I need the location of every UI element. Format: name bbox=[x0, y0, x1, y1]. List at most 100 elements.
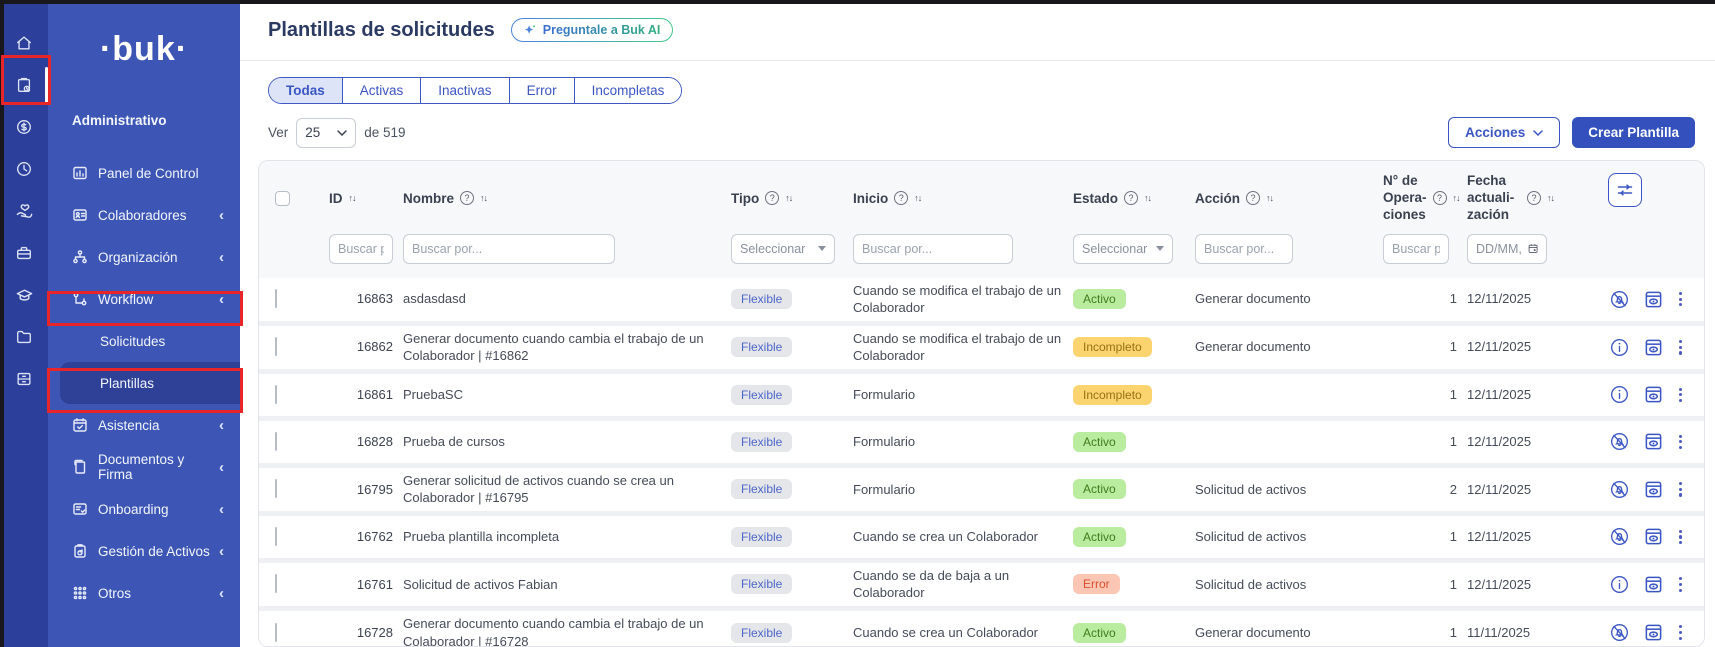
chevron-left-icon[interactable]: ‹ bbox=[219, 206, 224, 224]
table-row[interactable]: 16795 Generar solicitud de activos cuand… bbox=[259, 467, 1704, 511]
column-header-operaciones[interactable]: N° de Opera-ciones ? ↑↓ bbox=[1383, 173, 1461, 224]
filter-tipo-select[interactable]: Seleccionar bbox=[731, 233, 835, 264]
row-menu-kebab-icon[interactable] bbox=[1677, 386, 1684, 405]
notifications-off-icon[interactable] bbox=[1609, 431, 1630, 452]
filter-accion-input[interactable] bbox=[1195, 233, 1293, 264]
notifications-off-icon[interactable] bbox=[1609, 479, 1630, 500]
help-icon[interactable]: ? bbox=[1246, 191, 1261, 206]
help-icon[interactable]: ? bbox=[460, 191, 475, 206]
column-header-accion[interactable]: Acción ? ↑↓ bbox=[1195, 191, 1373, 206]
preview-window-icon[interactable] bbox=[1644, 290, 1663, 309]
sidebar-item-onboarding[interactable]: Onboarding ‹ bbox=[48, 488, 240, 530]
row-menu-kebab-icon[interactable] bbox=[1677, 575, 1684, 594]
coin-icon[interactable] bbox=[0, 106, 48, 148]
sidebar-item-workflow[interactable]: Workflow ‹ bbox=[48, 278, 240, 320]
row-checkbox[interactable] bbox=[275, 526, 277, 546]
row-menu-kebab-icon[interactable] bbox=[1677, 480, 1684, 499]
chevron-left-icon[interactable]: ‹ bbox=[219, 584, 224, 602]
sort-icon[interactable]: ↑↓ bbox=[1452, 193, 1461, 204]
table-row[interactable]: 16828 Prueba de cursos Flexible Formular… bbox=[259, 420, 1704, 463]
filter-id-input[interactable] bbox=[329, 233, 393, 264]
table-row[interactable]: 16761 Solicitud de activos Fabian Flexib… bbox=[259, 562, 1704, 606]
clipboard-clock-icon[interactable] bbox=[0, 64, 48, 106]
filter-fecha-datepicker[interactable]: DD/MM, bbox=[1467, 233, 1547, 264]
preview-window-icon[interactable] bbox=[1644, 432, 1663, 451]
column-header-fecha[interactable]: Fecha actuali-zación ? ↑↓ bbox=[1467, 173, 1579, 224]
sidebar-subitem-solicitudes[interactable]: Solicitudes bbox=[48, 320, 240, 362]
notifications-off-icon[interactable] bbox=[1609, 289, 1630, 310]
filter-estado-select[interactable]: Seleccionar bbox=[1073, 233, 1173, 264]
help-icon[interactable]: ? bbox=[1527, 191, 1541, 206]
chevron-left-icon[interactable]: ‹ bbox=[219, 248, 224, 266]
sidebar-item-otros[interactable]: Otros ‹ bbox=[48, 572, 240, 614]
tab-inactivas[interactable]: Inactivas bbox=[420, 78, 509, 103]
filter-inicio-input[interactable] bbox=[853, 233, 1013, 264]
sort-icon[interactable]: ↑↓ bbox=[914, 193, 922, 204]
sidebar-item-panel-de-control[interactable]: Panel de Control bbox=[48, 152, 240, 194]
column-settings-button[interactable] bbox=[1608, 173, 1642, 207]
tab-todas[interactable]: Todas bbox=[269, 78, 342, 103]
sort-icon[interactable]: ↑↓ bbox=[348, 193, 357, 204]
chevron-left-icon[interactable]: ‹ bbox=[219, 458, 224, 476]
table-row[interactable]: 16862 Generar documento cuando cambia el… bbox=[259, 325, 1704, 369]
preview-window-icon[interactable] bbox=[1644, 385, 1663, 404]
row-menu-kebab-icon[interactable] bbox=[1677, 433, 1684, 452]
tab-activas[interactable]: Activas bbox=[341, 78, 421, 103]
select-all-checkbox[interactable] bbox=[275, 190, 290, 206]
row-menu-kebab-icon[interactable] bbox=[1677, 528, 1684, 547]
preview-window-icon[interactable] bbox=[1644, 527, 1663, 546]
sort-icon[interactable]: ↑↓ bbox=[1547, 193, 1555, 204]
info-icon[interactable] bbox=[1609, 574, 1630, 595]
row-checkbox[interactable] bbox=[275, 431, 277, 451]
sidebar-item-gestion-de-activos[interactable]: Gestión de Activos ‹ bbox=[48, 530, 240, 572]
column-header-inicio[interactable]: Inicio ? ↑↓ bbox=[853, 191, 1063, 206]
row-checkbox[interactable] bbox=[275, 574, 277, 594]
cabinet-icon[interactable] bbox=[0, 358, 48, 400]
page-size-select[interactable]: 25 bbox=[296, 117, 357, 148]
crear-plantilla-button[interactable]: Crear Plantilla bbox=[1572, 117, 1695, 148]
ask-buk-ai-button[interactable]: Preguntale a Buk AI bbox=[510, 18, 674, 42]
row-menu-kebab-icon[interactable] bbox=[1677, 290, 1684, 309]
column-header-estado[interactable]: Estado ? ↑↓ bbox=[1073, 191, 1185, 206]
row-checkbox[interactable] bbox=[275, 384, 277, 404]
table-row[interactable]: 16861 PruebaSC Flexible Formulario Incom… bbox=[259, 373, 1704, 416]
row-checkbox[interactable] bbox=[275, 337, 277, 357]
sidebar-item-organizacion[interactable]: Organización ‹ bbox=[48, 236, 240, 278]
chevron-left-icon[interactable]: ‹ bbox=[219, 542, 224, 560]
clock-icon[interactable] bbox=[0, 148, 48, 190]
sort-icon[interactable]: ↑↓ bbox=[785, 193, 793, 204]
table-row[interactable]: 16863 asdasdasd Flexible Cuando se modif… bbox=[259, 277, 1704, 321]
notifications-off-icon[interactable] bbox=[1609, 526, 1630, 547]
column-header-nombre[interactable]: Nombre ? ↑↓ bbox=[403, 191, 721, 206]
briefcase-icon[interactable] bbox=[0, 232, 48, 274]
help-icon[interactable]: ? bbox=[765, 191, 780, 206]
chevron-left-icon[interactable]: ‹ bbox=[219, 416, 224, 434]
sidebar-item-documentos-y-firma[interactable]: Documentos y Firma ‹ bbox=[48, 446, 240, 488]
help-icon[interactable]: ? bbox=[1124, 191, 1139, 206]
hand-heart-icon[interactable] bbox=[0, 190, 48, 232]
column-header-tipo[interactable]: Tipo ? ↑↓ bbox=[731, 191, 843, 206]
sort-icon[interactable]: ↑↓ bbox=[1144, 193, 1152, 204]
filter-nombre-input[interactable] bbox=[403, 233, 615, 264]
preview-window-icon[interactable] bbox=[1644, 575, 1663, 594]
row-menu-kebab-icon[interactable] bbox=[1677, 623, 1684, 642]
acciones-button[interactable]: Acciones bbox=[1448, 117, 1561, 148]
sort-icon[interactable]: ↑↓ bbox=[480, 193, 488, 204]
tab-error[interactable]: Error bbox=[508, 78, 574, 103]
tab-incompletas[interactable]: Incompletas bbox=[573, 78, 682, 103]
sidebar-subitem-plantillas[interactable]: Plantillas bbox=[60, 362, 240, 404]
help-icon[interactable]: ? bbox=[894, 191, 909, 206]
row-checkbox[interactable] bbox=[275, 622, 277, 642]
table-row[interactable]: 16728 Generar documento cuando cambia el… bbox=[259, 611, 1704, 646]
sidebar-item-asistencia[interactable]: Asistencia ‹ bbox=[48, 404, 240, 446]
sidebar-item-colaboradores[interactable]: Colaboradores ‹ bbox=[48, 194, 240, 236]
info-icon[interactable] bbox=[1609, 384, 1630, 405]
column-header-id[interactable]: ID ↑↓ bbox=[329, 191, 393, 206]
notifications-off-icon[interactable] bbox=[1609, 622, 1630, 643]
home-icon[interactable] bbox=[0, 22, 48, 64]
row-checkbox[interactable] bbox=[275, 289, 277, 309]
sort-icon[interactable]: ↑↓ bbox=[1266, 193, 1274, 204]
info-icon[interactable] bbox=[1609, 337, 1630, 358]
preview-window-icon[interactable] bbox=[1644, 480, 1663, 499]
preview-window-icon[interactable] bbox=[1644, 338, 1663, 357]
